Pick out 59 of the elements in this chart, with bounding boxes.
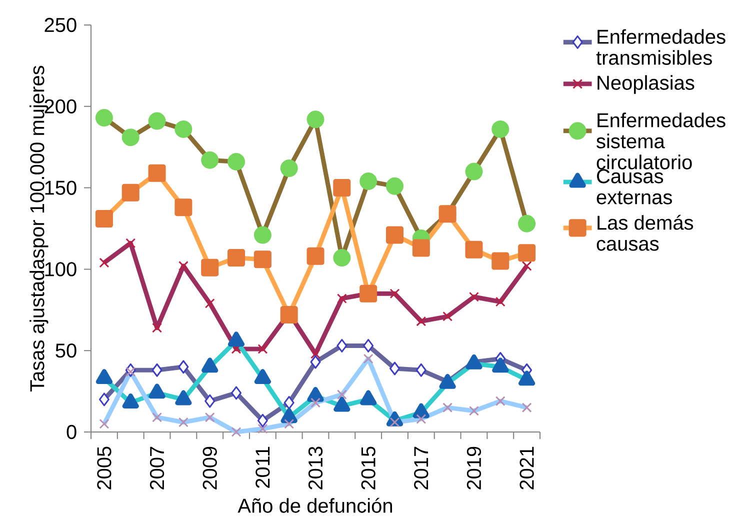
x-tick-label: 2013 bbox=[308, 446, 323, 490]
point bbox=[204, 298, 215, 308]
x-tick-label: 2009 bbox=[202, 446, 217, 490]
point bbox=[412, 239, 430, 257]
point bbox=[310, 355, 321, 369]
point bbox=[204, 394, 216, 408]
point bbox=[148, 164, 166, 182]
point bbox=[310, 348, 320, 359]
point bbox=[152, 363, 162, 377]
point bbox=[152, 322, 162, 333]
x-tick-label: 2021 bbox=[520, 446, 534, 490]
point bbox=[254, 250, 272, 268]
x-tick-label: 2011 bbox=[256, 446, 270, 488]
point bbox=[306, 247, 324, 265]
point bbox=[416, 316, 426, 326]
point bbox=[178, 260, 188, 271]
point bbox=[231, 386, 242, 400]
point bbox=[518, 244, 536, 262]
x-tick-label: 2019 bbox=[466, 446, 482, 490]
x-tick-label: 2017 bbox=[414, 446, 428, 490]
point bbox=[389, 362, 400, 376]
point bbox=[363, 338, 374, 352]
point bbox=[258, 344, 268, 354]
legend-label: Causas externas bbox=[596, 169, 672, 204]
point bbox=[99, 258, 110, 268]
point bbox=[126, 238, 136, 248]
point bbox=[386, 226, 404, 244]
point bbox=[95, 210, 113, 228]
x-tick-label: 2015 bbox=[361, 446, 376, 490]
legend-label: Enfermedades transmisibles bbox=[596, 29, 726, 65]
legend-label: Neoplasias bbox=[598, 75, 694, 94]
point bbox=[390, 288, 400, 299]
point bbox=[333, 179, 351, 197]
point bbox=[174, 198, 192, 216]
point bbox=[522, 260, 532, 271]
legend-label: Enfermedades sistema circulatorio bbox=[596, 112, 726, 170]
point bbox=[284, 396, 294, 410]
x-tick-label: 2005 bbox=[97, 446, 112, 490]
y-tick-label: 250 bbox=[44, 18, 76, 32]
point bbox=[465, 240, 483, 258]
point bbox=[336, 294, 347, 304]
point bbox=[98, 392, 110, 406]
point bbox=[495, 296, 506, 307]
y-tick-label: 50 bbox=[56, 344, 76, 358]
point bbox=[336, 338, 348, 352]
x-axis-title: Año de defunción bbox=[238, 498, 392, 513]
y-tick-label: 0 bbox=[66, 424, 76, 440]
point bbox=[468, 292, 479, 302]
x-tick-label: 2007 bbox=[150, 446, 164, 490]
point bbox=[178, 360, 189, 374]
legend-label: Las demás causas bbox=[596, 214, 694, 251]
point bbox=[442, 311, 453, 322]
point bbox=[492, 252, 510, 270]
point bbox=[257, 414, 268, 428]
point bbox=[122, 184, 140, 202]
point bbox=[280, 306, 298, 324]
point bbox=[201, 258, 219, 276]
point bbox=[416, 363, 426, 377]
point bbox=[228, 249, 246, 267]
